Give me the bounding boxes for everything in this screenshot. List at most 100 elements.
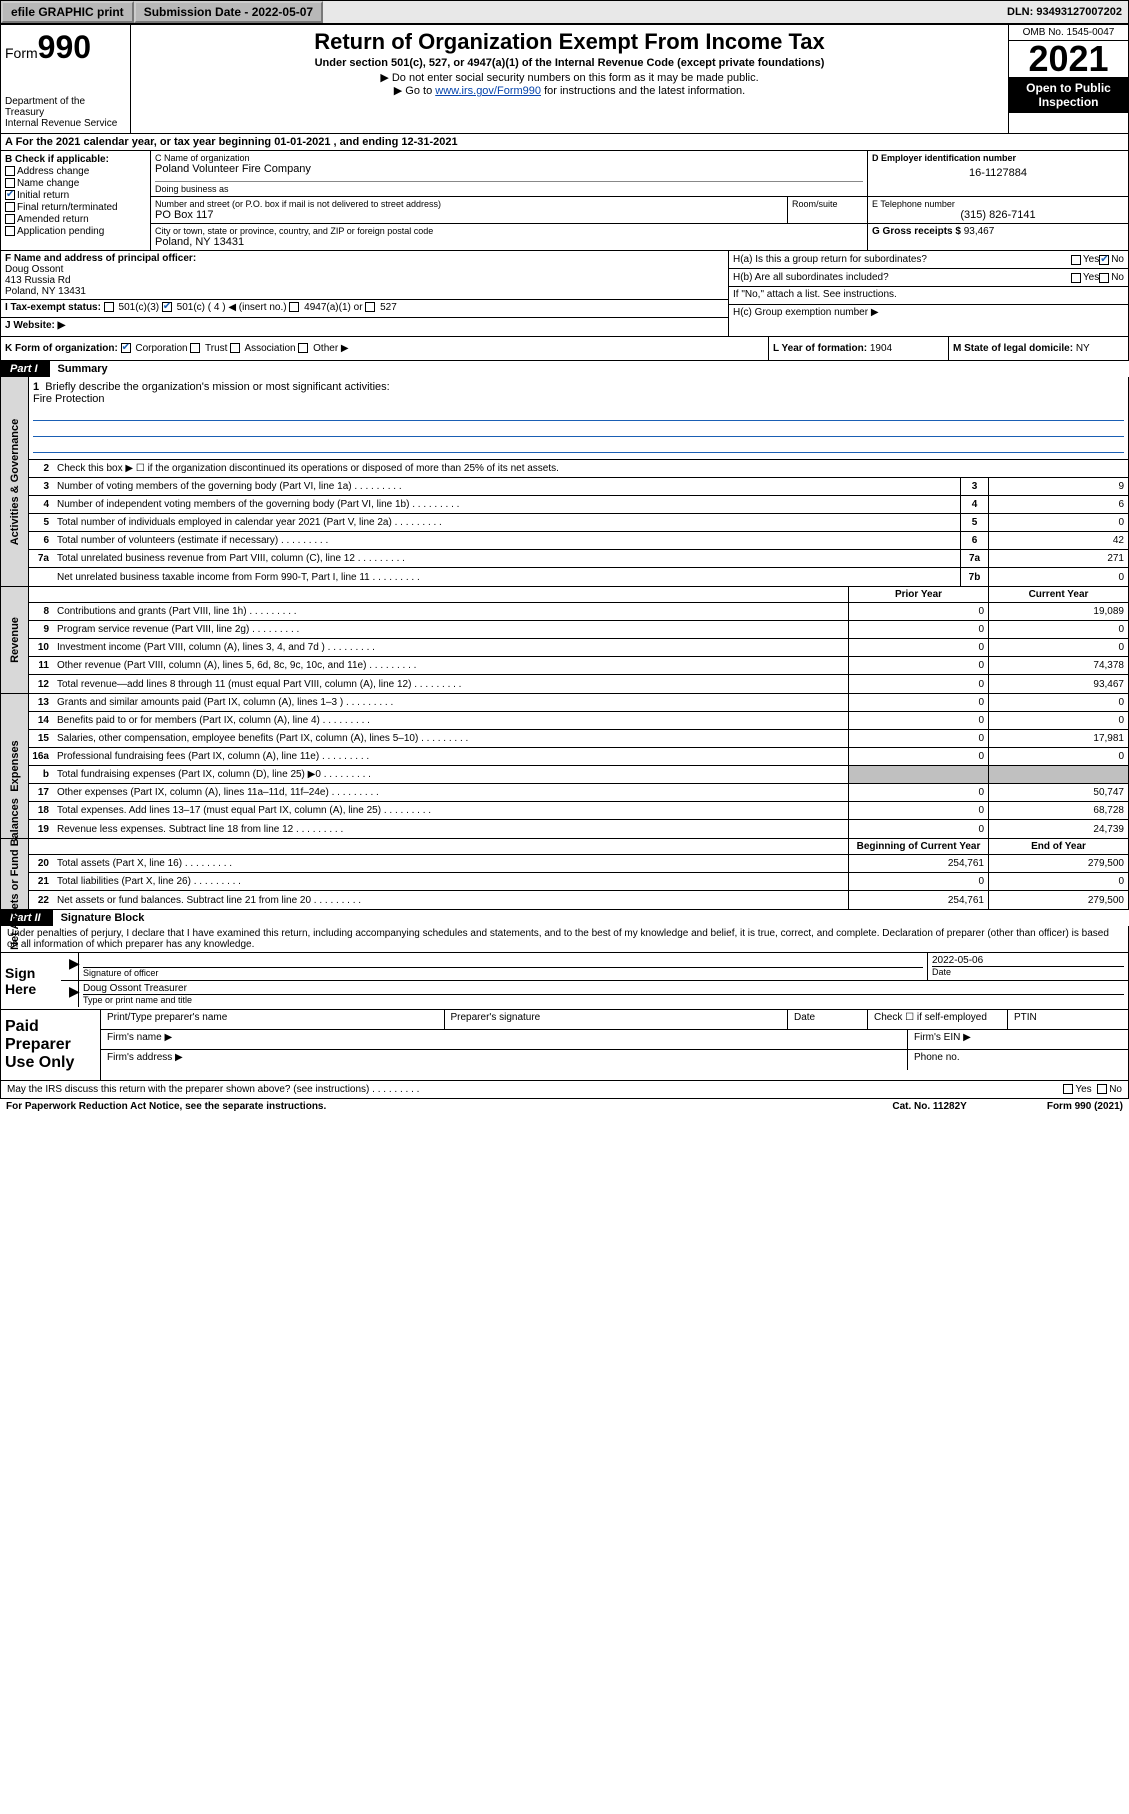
header-right: OMB No. 1545-0047 2021 Open to Public In…: [1008, 25, 1128, 133]
c-street: PO Box 117: [155, 209, 783, 221]
prior-val: 0: [848, 657, 988, 674]
side-net: Net Assets or Fund Balances: [9, 798, 21, 950]
firm-ein-label: Firm's EIN ▶: [908, 1030, 1128, 1049]
g-label: G Gross receipts $: [872, 226, 961, 237]
k-opt-2: Association: [244, 343, 295, 354]
k-checkbox-3[interactable]: [298, 343, 308, 353]
hb-label: H(b) Are all subordinates included?: [733, 272, 1071, 283]
footer-no: No: [1109, 1084, 1122, 1095]
prior-val: 0: [848, 802, 988, 819]
table-row-text: Contributions and grants (Part VIII, lin…: [53, 604, 848, 619]
b-item-3: Final return/terminated: [17, 202, 118, 213]
b-checkbox-4[interactable]: [5, 214, 15, 224]
sig-block: Sign Here ▶ Signature of officer 2022-05…: [0, 953, 1129, 1010]
footer-no-checkbox[interactable]: [1097, 1084, 1107, 1094]
table-row-text: Total expenses. Add lines 13–17 (must eq…: [53, 803, 848, 818]
col-end: End of Year: [988, 839, 1128, 854]
section-fhij: F Name and address of principal officer:…: [0, 251, 1129, 337]
prior-val: 0: [848, 694, 988, 711]
gov-row-val: 9: [988, 478, 1128, 495]
k-checkbox-2[interactable]: [230, 343, 240, 353]
hc-label: H(c) Group exemption number ▶: [729, 305, 1128, 323]
gov-row-text: Number of voting members of the governin…: [53, 479, 960, 494]
k-label: K Form of organization:: [5, 343, 118, 354]
l-label: L Year of formation:: [773, 343, 867, 354]
f-city: Poland, NY 13431: [5, 286, 724, 297]
section-bcdeg: B Check if applicable: Address changeNam…: [0, 151, 1129, 251]
gov-row-box: 7b: [960, 568, 988, 586]
header-center: Return of Organization Exempt From Incom…: [131, 25, 1008, 133]
col-begin: Beginning of Current Year: [848, 839, 988, 854]
gov-row-val: 42: [988, 532, 1128, 549]
i-checkbox-2[interactable]: [289, 302, 299, 312]
current-val: 68,728: [988, 802, 1128, 819]
i-label: I Tax-exempt status:: [5, 302, 101, 313]
b-checkbox-1[interactable]: [5, 178, 15, 188]
i-checkbox-3[interactable]: [365, 302, 375, 312]
ha-no-checkbox[interactable]: [1099, 255, 1109, 265]
i-checkbox-1[interactable]: [162, 302, 172, 312]
part1-title: Summary: [50, 361, 1129, 377]
table-row-text: Total fundraising expenses (Part IX, col…: [53, 767, 848, 782]
gov-row-val: 6: [988, 496, 1128, 513]
sig-declaration: Under penalties of perjury, I declare th…: [0, 926, 1129, 953]
current-val: 17,981: [988, 730, 1128, 747]
prior-val: 0: [848, 784, 988, 801]
current-val: 0: [988, 694, 1128, 711]
f-name: Doug Ossont: [5, 264, 724, 275]
current-val: 279,500: [988, 891, 1128, 909]
sign-here-label: Sign Here: [1, 953, 61, 1009]
c-city-label: City or town, state or province, country…: [155, 226, 863, 236]
sig-date: 2022-05-06: [932, 955, 1124, 966]
ha-no: No: [1111, 254, 1124, 265]
dln-label: DLN: 93493127007202: [1001, 6, 1128, 18]
b-checkbox-3[interactable]: [5, 202, 15, 212]
form-ref: Form 990 (2021): [1047, 1101, 1123, 1112]
j-label: J Website: ▶: [5, 320, 65, 331]
hb-no-checkbox[interactable]: [1099, 273, 1109, 283]
b-label: B Check if applicable:: [5, 154, 146, 165]
irs-link[interactable]: www.irs.gov/Form990: [435, 85, 541, 97]
summary-expenses: Expenses 13Grants and similar amounts pa…: [0, 694, 1129, 839]
prior-val: 0: [848, 712, 988, 729]
current-val: 279,500: [988, 855, 1128, 872]
q1-value: Fire Protection: [33, 393, 1124, 405]
efile-print-button[interactable]: efile GRAPHIC print: [1, 1, 134, 23]
current-val: 50,747: [988, 784, 1128, 801]
table-row-text: Program service revenue (Part VIII, line…: [53, 622, 848, 637]
footer-row: May the IRS discuss this return with the…: [0, 1081, 1129, 1099]
i-checkbox-0[interactable]: [104, 302, 114, 312]
b-checkbox-2[interactable]: [5, 190, 15, 200]
f-street: 413 Russia Rd: [5, 275, 724, 286]
ha-yes: Yes: [1083, 254, 1099, 265]
gov-row-box: 5: [960, 514, 988, 531]
ha-yes-checkbox[interactable]: [1071, 255, 1081, 265]
part1-label: Part I: [0, 361, 48, 377]
c-room-label: Room/suite: [792, 199, 863, 209]
form-number: 990: [38, 29, 91, 65]
b-checkbox-0[interactable]: [5, 166, 15, 176]
k-checkbox-0[interactable]: [121, 343, 131, 353]
c-dba-label: Doing business as: [155, 184, 863, 194]
prior-val: 0: [848, 621, 988, 638]
summary-governance: Activities & Governance 1 Briefly descri…: [0, 377, 1129, 587]
tax-year: 2021: [1009, 41, 1128, 77]
part2-label: Part II: [0, 910, 51, 926]
submission-date-button[interactable]: Submission Date - 2022-05-07: [134, 1, 323, 23]
prep-header-1: Preparer's signature: [445, 1010, 789, 1029]
b-item-1: Name change: [17, 178, 79, 189]
prior-val: 0: [848, 675, 988, 693]
k-checkbox-1[interactable]: [190, 343, 200, 353]
footer-yes-checkbox[interactable]: [1063, 1084, 1073, 1094]
b-item-0: Address change: [17, 166, 89, 177]
prior-val: 254,761: [848, 855, 988, 872]
k-opt-3: Other ▶: [313, 343, 348, 354]
sig-date-label: Date: [932, 966, 1124, 977]
table-row-text: Grants and similar amounts paid (Part IX…: [53, 695, 848, 710]
gov-row-text: Total number of volunteers (estimate if …: [53, 533, 960, 548]
b-checkbox-5[interactable]: [5, 226, 15, 236]
prep-header-0: Print/Type preparer's name: [101, 1010, 445, 1029]
current-val: 93,467: [988, 675, 1128, 693]
table-row-text: Other expenses (Part IX, column (A), lin…: [53, 785, 848, 800]
hb-yes-checkbox[interactable]: [1071, 273, 1081, 283]
